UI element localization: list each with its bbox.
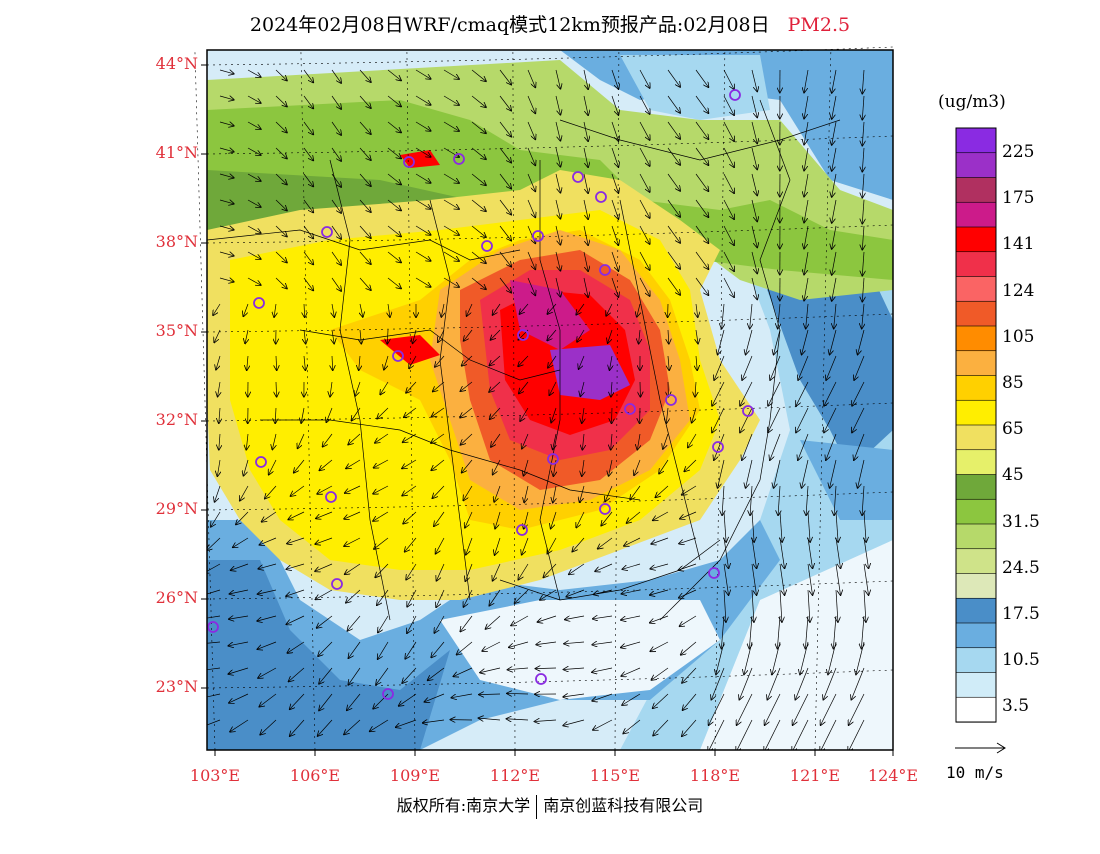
colorbar-label: 65 — [1002, 419, 1024, 439]
colorbar-segment — [956, 227, 996, 252]
colorbar-segment — [956, 450, 996, 475]
colorbar-segment — [956, 277, 996, 302]
wind-reference-arrow — [955, 743, 1005, 753]
colorbar-segment — [956, 252, 996, 277]
colorbar-segment — [956, 376, 996, 401]
colorbar-label: 105 — [1002, 327, 1034, 347]
colorbar-label: 45 — [1002, 465, 1024, 485]
colorbar-segment — [956, 598, 996, 623]
colorbar-segment — [956, 623, 996, 648]
latitude-label: 32°N — [136, 410, 198, 429]
pm25-field — [207, 50, 893, 750]
colorbar-segment — [956, 475, 996, 500]
colorbar-segment — [956, 499, 996, 524]
latitude-label: 38°N — [136, 232, 198, 251]
longitude-label: 106°E — [285, 766, 345, 785]
copyright-right: 南京创蓝科技有限公司 — [543, 796, 703, 815]
colorbar-segment — [956, 549, 996, 574]
colorbar-segment — [956, 673, 996, 698]
colorbar-unit: (ug/m3) — [938, 92, 1006, 112]
latitude-label: 41°N — [136, 143, 198, 162]
longitude-label: 115°E — [585, 766, 645, 785]
colorbar-segment — [956, 326, 996, 351]
copyright-left: 版权所有:南京大学 — [397, 796, 530, 815]
colorbar-label: 85 — [1002, 373, 1024, 393]
longitude-label: 103°E — [185, 766, 245, 785]
longitude-label: 118°E — [685, 766, 745, 785]
colorbar-segment — [956, 202, 996, 227]
colorbar-segment — [956, 153, 996, 178]
colorbar-segment — [956, 301, 996, 326]
copyright-footer: 版权所有:南京大学南京创蓝科技有限公司 — [0, 792, 1100, 819]
footer-separator — [536, 795, 537, 819]
colorbar-label: 124 — [1002, 281, 1034, 301]
latitude-label: 26°N — [136, 588, 198, 607]
latitude-label: 35°N — [136, 321, 198, 340]
colorbar-label: 3.5 — [1002, 696, 1029, 716]
colorbar-segment — [956, 178, 996, 203]
latitude-label: 44°N — [136, 54, 198, 73]
colorbar-segment — [956, 574, 996, 599]
colorbar-label: 10.5 — [1002, 650, 1040, 670]
longitude-label: 121°E — [785, 766, 845, 785]
colorbar-segment — [956, 425, 996, 450]
wind-arrow — [612, 408, 613, 423]
longitude-label: 124°E — [863, 766, 923, 785]
colorbar-segment — [956, 400, 996, 425]
longitude-label: 109°E — [385, 766, 445, 785]
colorbar-label: 225 — [1002, 142, 1034, 162]
colorbar-segment — [956, 524, 996, 549]
colorbar-label: 31.5 — [1002, 512, 1040, 532]
colorbar-segment — [956, 697, 996, 722]
colorbar-segment — [956, 128, 996, 153]
colorbar-segment — [956, 648, 996, 673]
colorbar — [956, 128, 996, 722]
latitude-label: 29°N — [136, 499, 198, 518]
colorbar-label: 17.5 — [1002, 604, 1040, 624]
longitude-label: 112°E — [485, 766, 545, 785]
colorbar-label: 141 — [1002, 234, 1034, 254]
colorbar-segment — [956, 351, 996, 376]
wind-reference-label: 10 m/s — [946, 763, 1004, 782]
latitude-label: 23°N — [136, 677, 198, 696]
colorbar-label: 175 — [1002, 188, 1034, 208]
colorbar-label: 24.5 — [1002, 558, 1040, 578]
